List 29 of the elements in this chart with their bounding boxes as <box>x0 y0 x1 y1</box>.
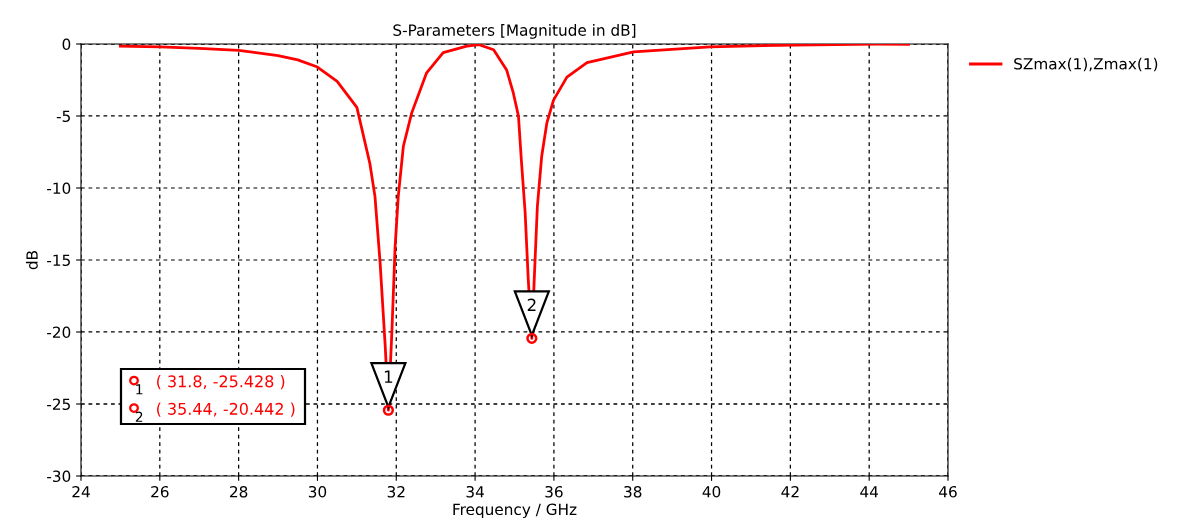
annotation: ( 35.44, -20.442 ) <box>157 402 295 417</box>
x-tick-label: 40 <box>702 485 721 498</box>
y-tick-label: -5 <box>56 110 70 123</box>
legend-label: SZmax(1),Zmax(1) <box>1014 57 1158 72</box>
x-axis-title: Frequency / GHz <box>453 503 577 519</box>
y-tick-label: -10 <box>47 182 71 195</box>
text: 2 <box>135 411 143 422</box>
x-tick-label: 36 <box>545 485 563 498</box>
y-axis-title: dB <box>25 250 38 270</box>
x-tick-label: 30 <box>308 485 327 498</box>
y-tick-label: -25 <box>47 398 70 411</box>
x-tick-label: 28 <box>230 485 248 498</box>
text: 1 <box>136 384 143 395</box>
x-tick-label: 26 <box>151 485 169 498</box>
annotation: 1 <box>384 370 393 383</box>
x-tick-label: 42 <box>781 485 799 498</box>
x-tick-label: 38 <box>624 485 642 498</box>
y-tick-label: -20 <box>47 326 71 339</box>
x-tick-label: 24 <box>72 485 90 498</box>
x-tick-label: 32 <box>387 485 405 498</box>
y-tick-label: 0 <box>62 38 71 51</box>
y-tick-label: -15 <box>47 254 70 267</box>
x-tick-label: 44 <box>860 486 879 498</box>
annotation: ( 31.8, -25.428 ) <box>157 375 285 390</box>
chart-title: S-Parameters [Magnitude in dB] <box>393 24 636 39</box>
x-tick-label: 46 <box>939 485 957 498</box>
x-tick-label: 34 <box>466 485 484 498</box>
y-tick-label: -30 <box>47 470 71 483</box>
annotation: 2 <box>527 298 536 311</box>
